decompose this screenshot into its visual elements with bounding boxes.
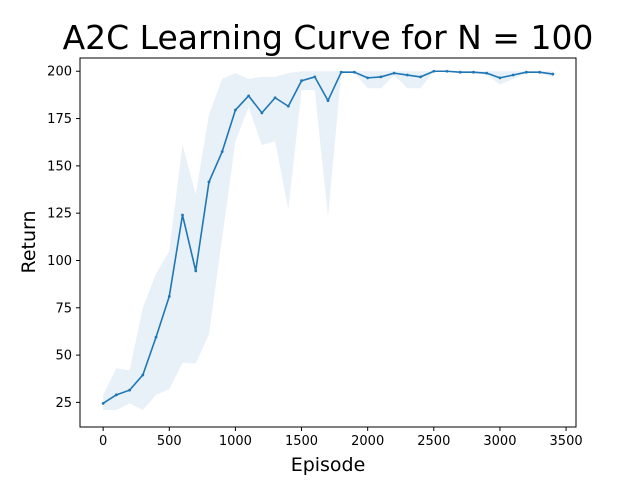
data-point xyxy=(207,180,211,184)
data-point xyxy=(339,70,343,74)
data-point xyxy=(114,393,118,397)
x-tick-label: 2500 xyxy=(417,434,450,449)
data-point xyxy=(141,373,145,377)
data-point xyxy=(432,69,436,73)
x-tick-label: 2000 xyxy=(351,434,384,449)
data-point xyxy=(498,76,502,80)
x-tick-label: 3000 xyxy=(483,434,516,449)
data-point xyxy=(419,75,422,79)
x-tick-label: 500 xyxy=(157,434,182,449)
data-point xyxy=(194,269,198,273)
data-point xyxy=(313,75,317,79)
data-point xyxy=(167,295,171,298)
data-point xyxy=(392,71,396,75)
data-point xyxy=(220,150,224,154)
y-axis-ticks: 25 50 75 100 125 150 175 200 xyxy=(47,65,80,411)
data-point xyxy=(366,76,370,80)
data-point xyxy=(300,79,303,83)
data-point xyxy=(260,111,264,115)
data-point xyxy=(273,96,277,100)
plot-frame xyxy=(79,57,577,428)
data-point xyxy=(247,94,251,98)
data-point xyxy=(128,388,132,392)
x-axis-ticks: 0 500 1000 1500 2000 2500 3000 3500 xyxy=(99,427,583,449)
y-tick-label: 125 xyxy=(47,207,72,222)
x-tick-label: 3500 xyxy=(550,434,583,449)
data-point xyxy=(326,99,330,102)
data-point xyxy=(472,70,475,74)
data-point xyxy=(181,213,184,217)
x-axis-label: Episode xyxy=(291,454,366,476)
x-tick-label: 0 xyxy=(99,434,107,449)
y-tick-label: 75 xyxy=(55,301,72,316)
y-axis-label: Return xyxy=(18,210,40,273)
y-tick-label: 200 xyxy=(47,65,72,80)
data-point xyxy=(286,104,290,108)
data-point xyxy=(405,73,409,77)
data-point xyxy=(458,70,462,74)
y-tick-label: 100 xyxy=(47,254,72,269)
x-tick-label: 1000 xyxy=(219,434,252,449)
data-point xyxy=(538,70,542,74)
data-point xyxy=(551,72,555,76)
chart-title: A2C Learning Curve for N = 100 xyxy=(63,18,594,57)
y-tick-label: 175 xyxy=(47,112,72,127)
data-point xyxy=(234,108,237,112)
y-tick-label: 50 xyxy=(55,349,72,364)
data-point xyxy=(525,70,528,74)
data-point xyxy=(379,75,383,79)
series-line-layer xyxy=(101,69,555,405)
y-tick-label: 150 xyxy=(47,159,72,174)
data-point xyxy=(511,73,515,77)
y-tick-label: 25 xyxy=(55,396,72,411)
confidence-band xyxy=(103,71,553,410)
data-point xyxy=(101,401,105,405)
confidence-band-layer xyxy=(103,71,553,410)
data-point xyxy=(154,335,158,339)
x-tick-label: 1500 xyxy=(285,434,318,449)
data-point xyxy=(353,70,356,74)
data-point xyxy=(485,71,489,75)
data-point xyxy=(445,69,449,73)
